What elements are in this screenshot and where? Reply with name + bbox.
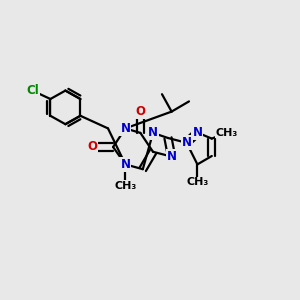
Text: N: N (167, 150, 177, 163)
Text: CH₃: CH₃ (186, 177, 208, 188)
Text: N: N (192, 126, 203, 139)
Text: Cl: Cl (26, 84, 39, 97)
Text: CH₃: CH₃ (114, 181, 136, 191)
Text: N: N (120, 158, 130, 171)
Text: O: O (135, 105, 146, 118)
Text: CH₃: CH₃ (216, 128, 238, 138)
Text: N: N (120, 122, 130, 135)
Text: N: N (148, 126, 158, 140)
Text: N: N (182, 136, 192, 149)
Text: O: O (87, 140, 98, 154)
